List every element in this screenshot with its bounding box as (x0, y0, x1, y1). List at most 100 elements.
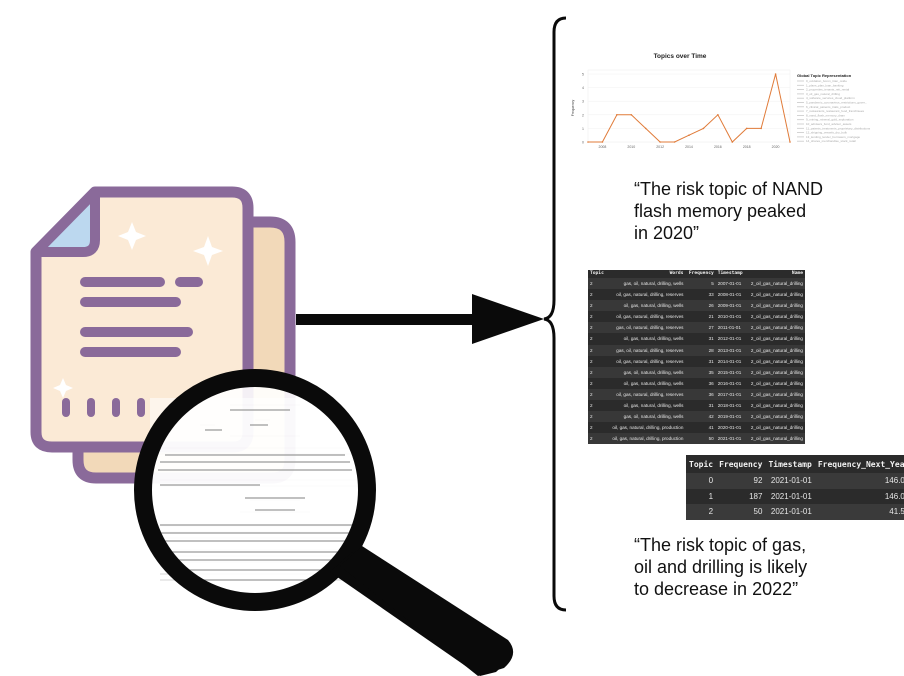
x-tick-label: 2020 (772, 145, 780, 149)
x-tick-label: 2016 (714, 145, 722, 149)
table-cell: gas, oil, natural, drilling, wells (623, 281, 684, 286)
y-tick-label: 5 (582, 73, 584, 77)
legend-entry: 11_patents_treatments_proprietary_distri… (806, 126, 871, 130)
legend-entry: 4_software_services_cloud_platform (806, 96, 855, 100)
table-cell: 92 (753, 476, 763, 486)
document-text-lines (80, 277, 203, 357)
table-cell: 2_oil_gas_natural_drilling (750, 347, 803, 353)
table-cell: oil, gas, natural, drilling, wells (623, 380, 684, 386)
table-cell: 2013-01-01 (717, 347, 742, 353)
data-point (616, 114, 618, 116)
chart-title: Topics over Time (654, 53, 707, 60)
table-cell: 27 (708, 325, 714, 331)
table-cell: 2021-01-01 (770, 491, 812, 501)
table-row: 2 oil, gas, natural, drilling, wells 26 200… (588, 300, 805, 312)
table-row: 0 92 2021-01-01 146.00 (686, 473, 904, 489)
table-cell: 2 (590, 380, 593, 386)
quote-line: to decrease in 2022” (634, 579, 799, 599)
table-header-row: Topic Words Frequency Timestamp Name (588, 270, 805, 278)
data-point (789, 141, 791, 143)
topic-words-table: Topic Words Frequency Timestamp Name 2 ga… (588, 270, 805, 445)
data-point (745, 127, 748, 130)
table-cell: 33 (708, 292, 714, 298)
quote-line: “The risk topic of NAND (634, 179, 824, 199)
table-cell: 2 (590, 347, 593, 353)
table-cell: 2 (590, 336, 593, 342)
y-tick-label: 3 (582, 100, 584, 104)
data-point (731, 141, 734, 143)
table-row: 2 oil, gas, natural, drilling, reserves 36… (588, 388, 805, 401)
magnifying-glass-icon (134, 369, 514, 676)
table-row: 2 oil, gas, natural, drilling, reserves 31… (588, 355, 805, 367)
table-row: 2 oil, gas, natural, drilling, wells 31 201… (588, 333, 805, 345)
data-point (774, 73, 777, 75)
column-header: Name (746, 270, 805, 278)
table-cell: 50 (708, 436, 714, 442)
table-cell: 2 (590, 314, 593, 320)
quote-line: flash memory peaked (634, 201, 807, 221)
x-tick-label: 2014 (685, 145, 693, 149)
table-cell: 1 (708, 491, 714, 501)
legend-entry: 5_pandemic_coronavirus_restrictions_gove… (806, 101, 867, 105)
table-row: 2 gas, oil, natural, drilling, wells 5 2007… (588, 278, 805, 290)
table-cell: 41 (708, 425, 714, 431)
data-point (630, 114, 633, 116)
y-axis-label: Frequency (571, 99, 575, 116)
table-cell: 2_oil_gas_natural_drilling (750, 391, 803, 397)
data-point (659, 141, 661, 143)
quote-line: “The risk topic of gas, (634, 535, 807, 555)
table-cell: 2007-01-01 (717, 281, 742, 286)
table-cell: 2 (590, 281, 593, 286)
sparkle-icon (53, 222, 223, 398)
table-row: 2 oil, gas, natural, drilling, reserves 21… (588, 311, 805, 323)
quote-line: in 2020” (634, 223, 700, 243)
y-tick-label: 2 (582, 113, 584, 117)
data-point (717, 114, 719, 116)
table-row: 2 oil, gas, natural, drilling, wells 31 201… (588, 400, 805, 412)
table-cell: 31 (708, 336, 714, 342)
table-cell: 28 (708, 347, 714, 353)
table-cell: 2 (590, 436, 593, 442)
table-cell: 26 (708, 303, 714, 309)
data-point (587, 141, 589, 143)
table-cell: 2018-01-01 (717, 403, 742, 409)
table-cell: 31 (708, 358, 714, 364)
quote-line: oil and drilling is likely (634, 557, 808, 577)
table-cell: 2016-01-01 (717, 380, 742, 386)
table-cell: 2 (590, 414, 593, 420)
table-cell: 2_oil_gas_natural_drilling (750, 358, 803, 364)
table-cell: 2 (590, 325, 593, 331)
data-point (673, 141, 676, 143)
table-cell: 2015-01-01 (717, 369, 742, 375)
curly-bracket (543, 16, 567, 612)
table-cell: oil, gas, natural, drilling, wells (623, 403, 684, 409)
y-tick-label: 0 (582, 141, 584, 145)
table-cell: 2021-01-01 (717, 436, 742, 442)
table-cell: 187 (749, 491, 763, 501)
front-document-icon (30, 186, 254, 453)
legend-entry: 9_mining_mineral_gold_exploration (806, 118, 854, 122)
data-point (688, 134, 690, 136)
table-row: 2 gas, oil, natural, drilling, reserves 27… (588, 322, 805, 334)
table-cell: 2 (590, 403, 593, 409)
table-row: 2 oil, gas, natural, drilling, wells 36 201… (588, 377, 805, 389)
column-header: Words (606, 270, 686, 278)
y-tick-label: 1 (582, 127, 584, 131)
table-cell: 2021-01-01 (770, 476, 812, 486)
table-cell: 50 (753, 507, 763, 517)
table-row: 2 gas, oil, natural, drilling, wells 42 201… (588, 411, 805, 423)
legend-entry: 8_nand_flash_memory_dram (806, 113, 846, 117)
table-cell: oil, gas, natural, drilling, wells (623, 303, 684, 309)
legend-entry: 1_plans_plan_loan_banking (806, 83, 844, 87)
table-cell: 2011-01-01 (717, 325, 741, 331)
table-cell: 2 (590, 292, 593, 298)
arrow-icon (296, 294, 544, 344)
gas-insight-quote: “The risk topic of gas, oil and drilling… (634, 534, 807, 600)
table-cell: 2 (590, 369, 593, 375)
table-cell: 2_oil_gas_natural_drilling (750, 380, 803, 386)
table-cell: 2009-01-01 (717, 303, 742, 309)
table-cell: 2_oil_gas_natural_drilling (750, 292, 803, 298)
topics-over-time-chart: Topics over Time 0 1 2 3 4 5 Frequency 2008 2010 2… (568, 44, 898, 154)
table-cell: gas, oil, natural, drilling, reserves (616, 347, 684, 353)
table-cell: 42 (708, 414, 714, 420)
